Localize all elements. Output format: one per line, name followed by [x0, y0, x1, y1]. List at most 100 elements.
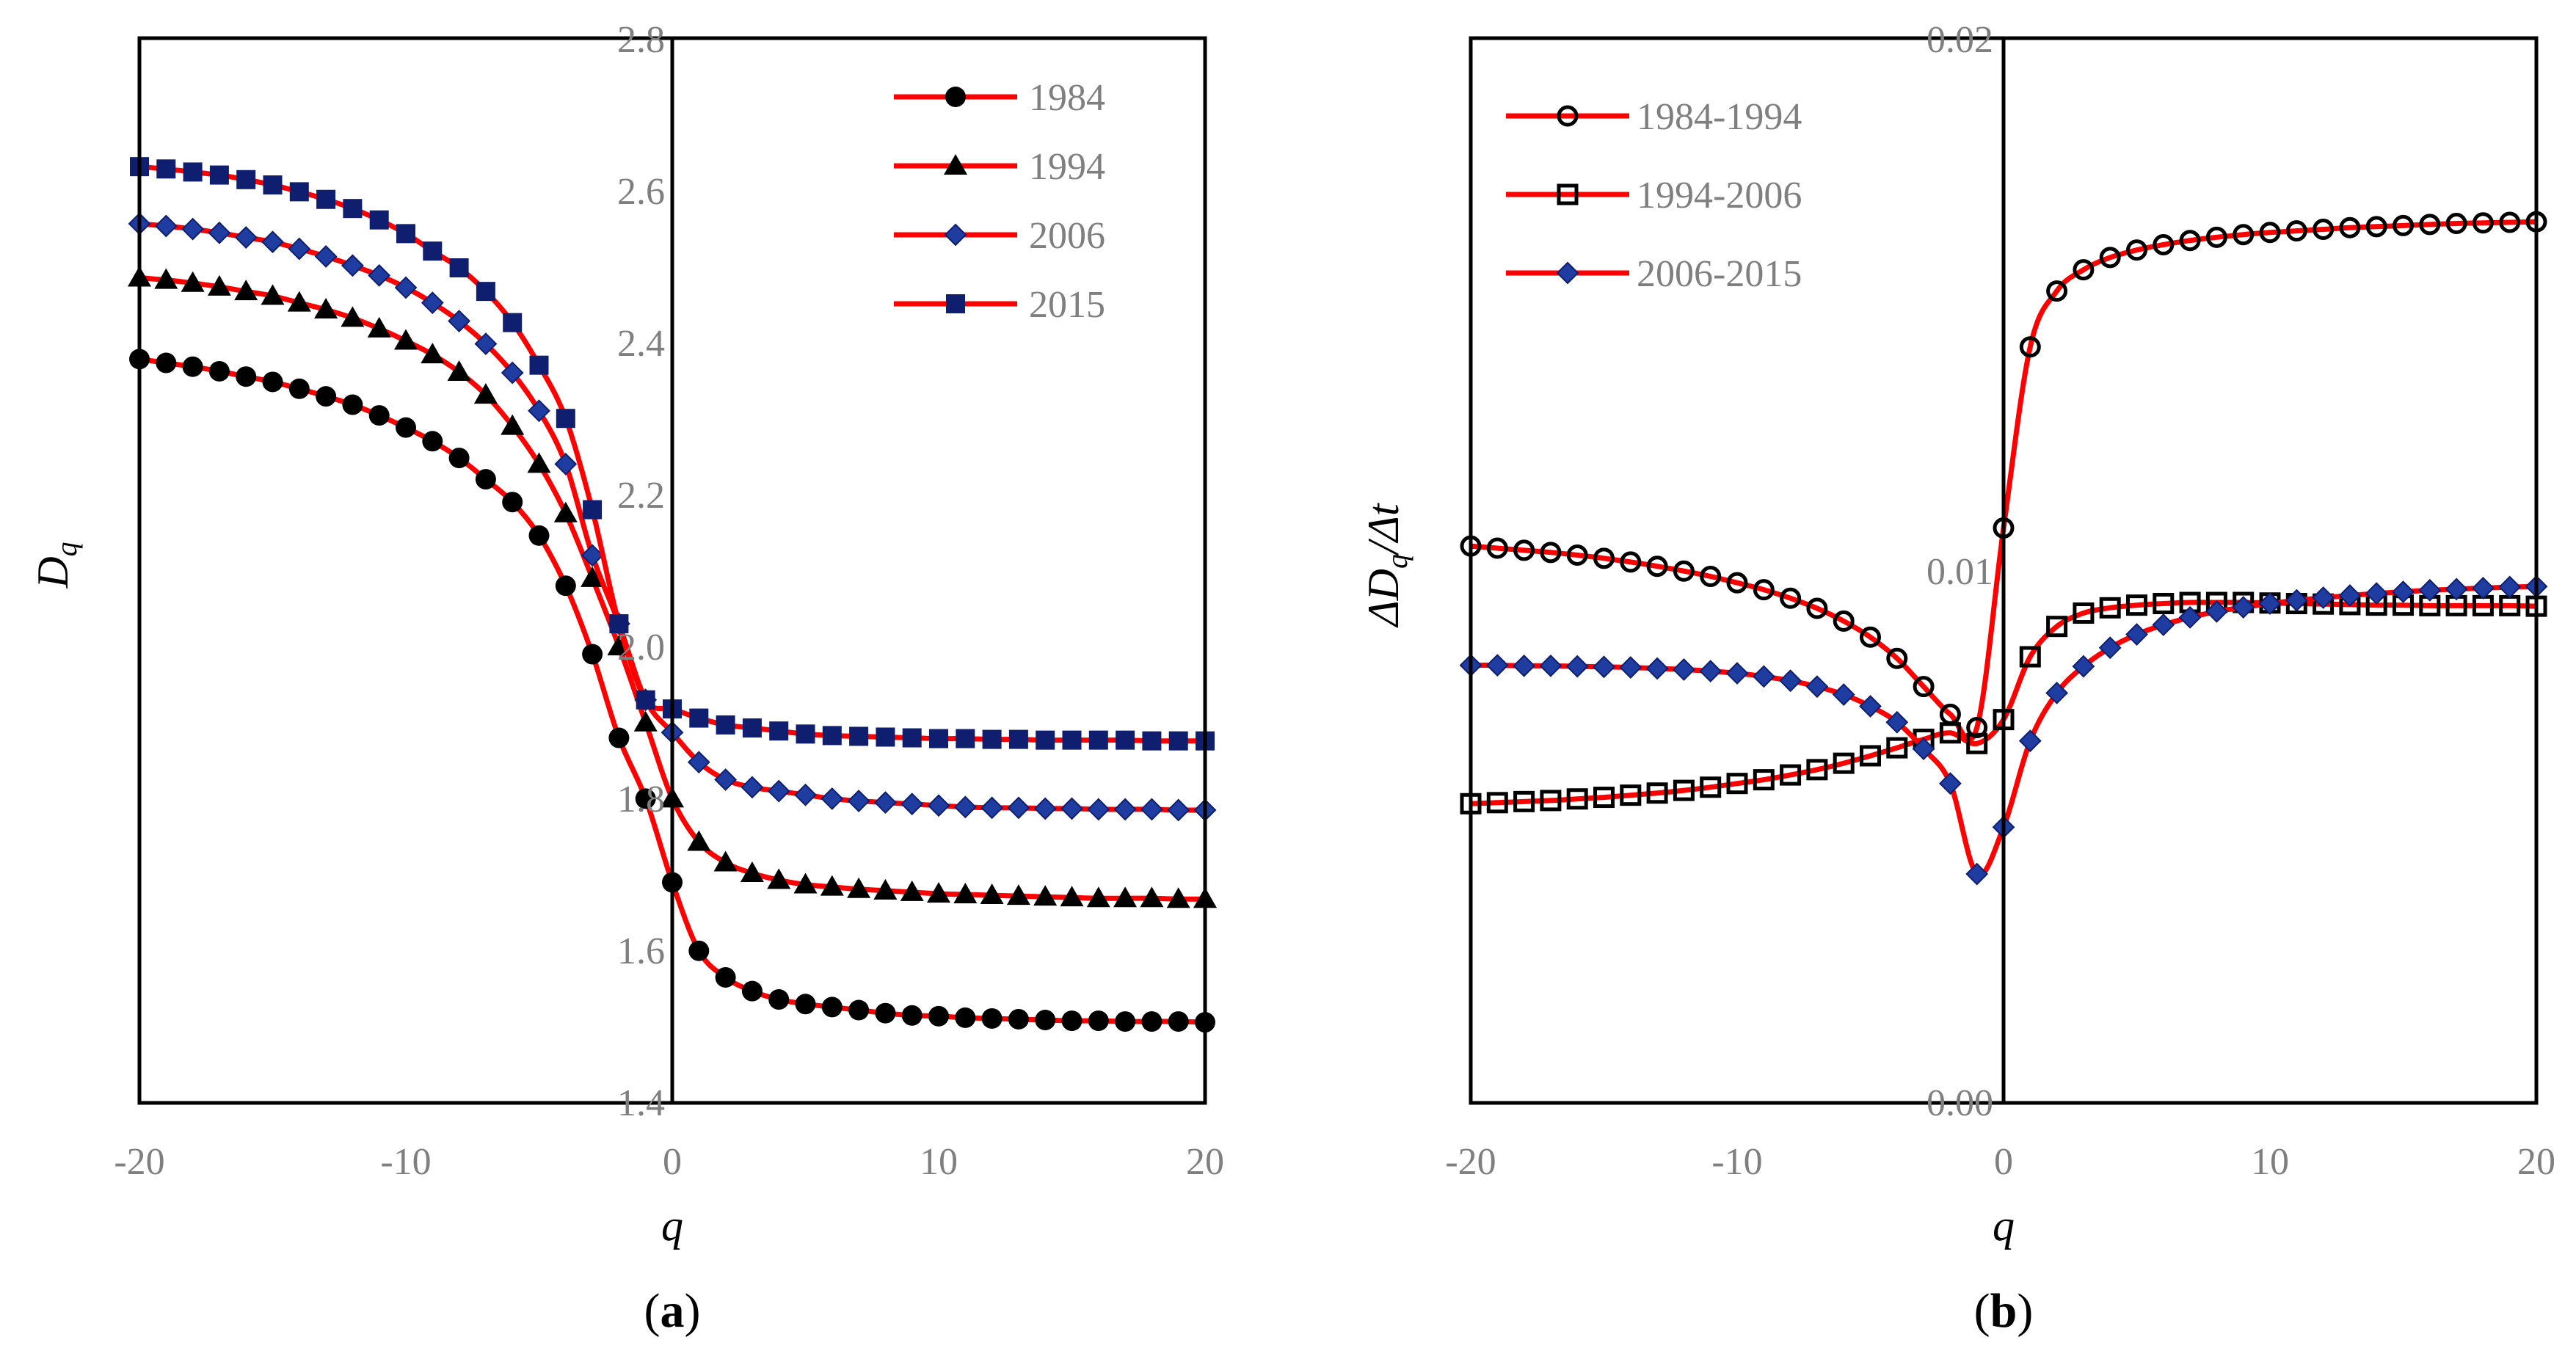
panel-a-data-point-1984: [981, 1008, 1003, 1029]
panel-a-y-axis-title-sub: q: [50, 542, 83, 556]
panel-b-data-point-1984-1994: [1753, 579, 1775, 601]
legend-label-2015: 2015: [1029, 284, 1105, 326]
panel-b-data-point-1994-2006: [2126, 594, 2147, 616]
panel-b-ytick-label: 0.00: [1926, 1082, 1993, 1124]
panel-b-xtick-label: 10: [2251, 1141, 2289, 1183]
panel-a-data-point-2015: [876, 727, 895, 747]
panel-b-label: (b): [1974, 1284, 2034, 1338]
legend-label-2006-2015: 2006-2015: [1637, 253, 1802, 295]
panel-a-y-axis-title: Dq: [29, 542, 83, 589]
panel-b-data-point-2006-2015: [2471, 577, 2495, 600]
panel-b-data-point-2006-2015: [2045, 681, 2069, 704]
panel-a-data-point-1994: [713, 850, 738, 872]
panel-b-data-point-2006-2015: [1593, 655, 1615, 679]
panel-a-label-close: ): [685, 1284, 701, 1338]
panel-b-data-point-2006-2015: [1832, 683, 1855, 706]
panel-a-data-point-1994: [447, 360, 471, 381]
panel-a-series-layer: [128, 157, 1217, 1033]
panel-a-data-point-1994: [341, 306, 365, 327]
panel-b-data-point-1994-2006: [1673, 779, 1695, 801]
panel-a-data-point-1994: [553, 501, 578, 522]
panel-a-data-point-1984: [555, 575, 576, 597]
panel-a-data-point-1984: [502, 492, 523, 513]
panel-a-data-point-1994: [927, 881, 950, 903]
panel-a-data-point-1994: [633, 710, 658, 732]
panel-a-data-point-1994: [1113, 886, 1138, 908]
panel-b-data-point-2006-2015: [2418, 578, 2442, 602]
panel-a-data-point-1994: [287, 291, 311, 312]
panel-a-data-point-2006: [687, 751, 710, 774]
panel-a-data-point-2015: [956, 729, 975, 748]
panel-a-data-point-1984: [821, 997, 843, 1018]
panel-b-label-letter: b: [1990, 1284, 2017, 1338]
legend-label-1984-1994: 1984-1994: [1637, 96, 1802, 138]
panel-a-data-point-2015: [716, 715, 735, 735]
panel-a-series-1984: [129, 349, 1215, 1033]
panel-a-data-point-1994: [980, 883, 1004, 905]
panel-b-data-point-1994-2006: [2019, 646, 2041, 668]
panel-a-data-point-2006: [1167, 798, 1190, 822]
panel-a-data-point-2015: [369, 210, 389, 230]
panel-a-data-point-1994: [900, 880, 924, 901]
panel-a-data-point-1984: [875, 1002, 896, 1024]
panel-b-data-point-2006-2015: [1859, 695, 1882, 718]
panel-a-data-point-1994: [501, 414, 525, 435]
panel-b-data-point-1984-1994: [2285, 220, 2307, 242]
panel-b-data-point-1984-1994: [1620, 551, 1642, 573]
panel-a-data-point-1994: [740, 861, 764, 882]
panel-b-x-tick-labels: -20 -10 0 10 20: [1445, 1141, 2555, 1183]
panel-b-data-point-1994-2006: [1620, 784, 1642, 806]
panel-b-data-point-1984-1994: [2099, 247, 2121, 269]
panel-a-label: (a): [644, 1284, 701, 1338]
panel-a-data-point-1984: [955, 1007, 976, 1028]
panel-b-data-point-1994-2006: [1806, 759, 1828, 781]
panel-b-data-point-1994-2006: [1833, 752, 1855, 774]
panel-a-data-point-1984: [262, 371, 283, 393]
panel-b-data-point-2006-2015: [1485, 654, 1509, 677]
panel-b-ytick-label: 0.02: [1926, 19, 1993, 61]
panel-a-label-open: (: [644, 1284, 661, 1338]
panel-a-data-point-2015: [1062, 730, 1082, 750]
panel-a-legend: 1984 1994 2006 2015: [894, 77, 1105, 326]
panel-b-data-point-1984-1994: [1780, 587, 1802, 609]
panel-a-data-point-1994: [421, 343, 445, 364]
panel-a-data-point-2006: [394, 276, 418, 299]
panel-b-data-point-1984-1994: [1673, 560, 1695, 582]
panel-a-data-point-2015: [156, 159, 176, 179]
panel-a-data-point-1984: [368, 405, 390, 426]
panel-a-xtick-label: 0: [663, 1141, 682, 1183]
panel-b-data-point-1984-1994: [2073, 259, 2095, 281]
panel-b-data-point-2006-2015: [2205, 600, 2228, 623]
panel-a-data-point-2015: [263, 175, 283, 195]
panel-a-data-point-2015: [289, 182, 309, 202]
legend-marker-circle: [945, 87, 966, 107]
panel-b-y-axis-title: ΔDq/Δt: [1359, 503, 1413, 627]
panel-b-data-point-2006-2015: [1965, 862, 1989, 886]
panel-b-data-point-1984-1994: [1886, 647, 1908, 669]
panel-b-data-point-1994-2006: [1753, 769, 1775, 791]
panel-a-data-point-1984: [156, 352, 177, 374]
panel-b-data-point-1994-2006: [2073, 602, 2095, 624]
panel-a-data-point-2015: [396, 224, 415, 244]
panel-b-y-axis-title-rest: /Δt: [1359, 503, 1408, 556]
panel-a-data-point-2006: [448, 310, 471, 332]
panel-a-data-point-1994: [207, 274, 231, 296]
panel-b-data-point-1984-1994: [1806, 597, 1828, 619]
panel-a-data-point-1984: [182, 356, 203, 377]
panel-b-data-point-2006-2015: [1645, 657, 1669, 680]
panel-a-data-point-2006: [261, 230, 284, 254]
legend-marker-open-circle: [1557, 105, 1579, 127]
panel-a-data-point-2015: [236, 170, 256, 189]
panel-a-data-point-1994: [394, 329, 418, 350]
panel-a-data-point-1984: [1008, 1008, 1029, 1030]
panel-b-data-point-1984-1994: [2419, 214, 2441, 236]
panel-a-data-point-2006: [794, 783, 817, 806]
panel-b-data-point-1994-2006: [1513, 790, 1535, 812]
panel-a-data-point-2015: [1036, 730, 1055, 750]
panel-b-data-point-1984-1994: [1513, 539, 1535, 561]
panel-a-data-point-1994: [367, 316, 391, 338]
panel-a-data-point-2015: [423, 241, 443, 261]
panel-b-data-point-1984-1994: [2019, 336, 2041, 358]
panel-a-data-point-1994: [687, 830, 711, 851]
panel-a-data-point-1984: [422, 431, 443, 452]
